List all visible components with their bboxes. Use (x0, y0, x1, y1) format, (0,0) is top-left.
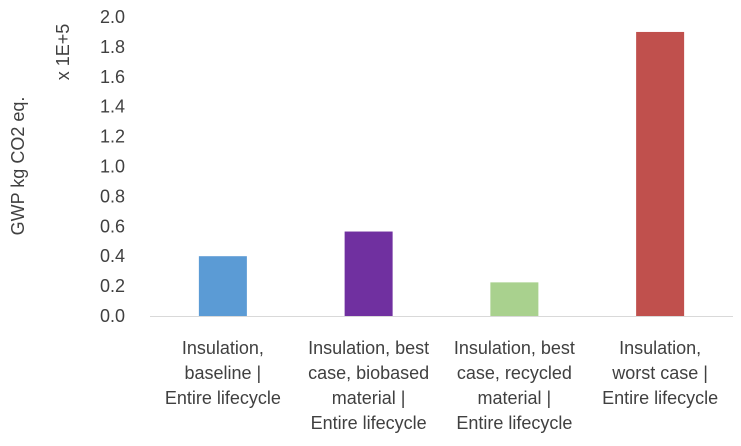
bar (344, 231, 393, 316)
y-axis-label: GWP kg CO2 eq. (8, 97, 28, 236)
y-axis-ticks: 0.0 0.2 0.4 0.6 0.8 1.0 1.2 1.4 1.6 1.8 2.0 (100, 7, 125, 326)
x-category-label-line: Insulation, best (308, 338, 429, 358)
x-category-label-line: worst case | (611, 363, 708, 383)
x-category-label-line: Entire lifecycle (311, 413, 427, 433)
x-category-label-line: case, recycled (457, 363, 572, 383)
x-category-label-line: material | (332, 388, 406, 408)
bar (490, 282, 539, 316)
x-category-label-line: Insulation, (182, 338, 264, 358)
category-labels: Insulation, baseline | Entire lifecycleIns… (165, 338, 718, 433)
x-category-label-line: Entire lifecycle (456, 413, 572, 433)
bar (198, 256, 247, 316)
y-tick-label: 2.0 (100, 7, 125, 27)
x-category-label-line: Entire lifecycle (602, 388, 718, 408)
x-category-label-line: Insulation, (619, 338, 701, 358)
x-category-label-line: material | (478, 388, 552, 408)
x-category-label: Insulation, worst case | Entire lifecycle (602, 338, 718, 408)
y-tick-label: 0.2 (100, 276, 125, 296)
y-tick-label: 0.6 (100, 216, 125, 236)
y-tick-label: 1.2 (100, 127, 125, 147)
x-category-label-line: baseline | (185, 363, 262, 383)
y-tick-label: 0.4 (100, 246, 125, 266)
y-tick-label: 1.0 (100, 157, 125, 177)
bar (636, 31, 685, 316)
x-category-label-line: case, biobased (308, 363, 429, 383)
y-tick-label: 0.0 (100, 306, 125, 326)
y-tick-label: 0.8 (100, 186, 125, 206)
bars (198, 31, 685, 316)
x-category-label: Insulation, best case, biobased material |… (308, 338, 429, 433)
x-category-label: Insulation, baseline | Entire lifecycle (165, 338, 281, 408)
x-category-label: Insulation, best case, recycled material |… (454, 338, 575, 433)
x-category-label-line: Insulation, best (454, 338, 575, 358)
y-tick-label: 1.8 (100, 37, 125, 57)
y-tick-label: 1.6 (100, 67, 125, 87)
x-category-label-line: Entire lifecycle (165, 388, 281, 408)
y-axis-multiplier-label: x 1E+5 (53, 24, 73, 81)
y-tick-label: 1.4 (100, 97, 125, 117)
